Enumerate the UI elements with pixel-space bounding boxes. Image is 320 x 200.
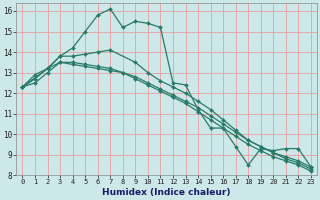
X-axis label: Humidex (Indice chaleur): Humidex (Indice chaleur) <box>102 188 231 197</box>
